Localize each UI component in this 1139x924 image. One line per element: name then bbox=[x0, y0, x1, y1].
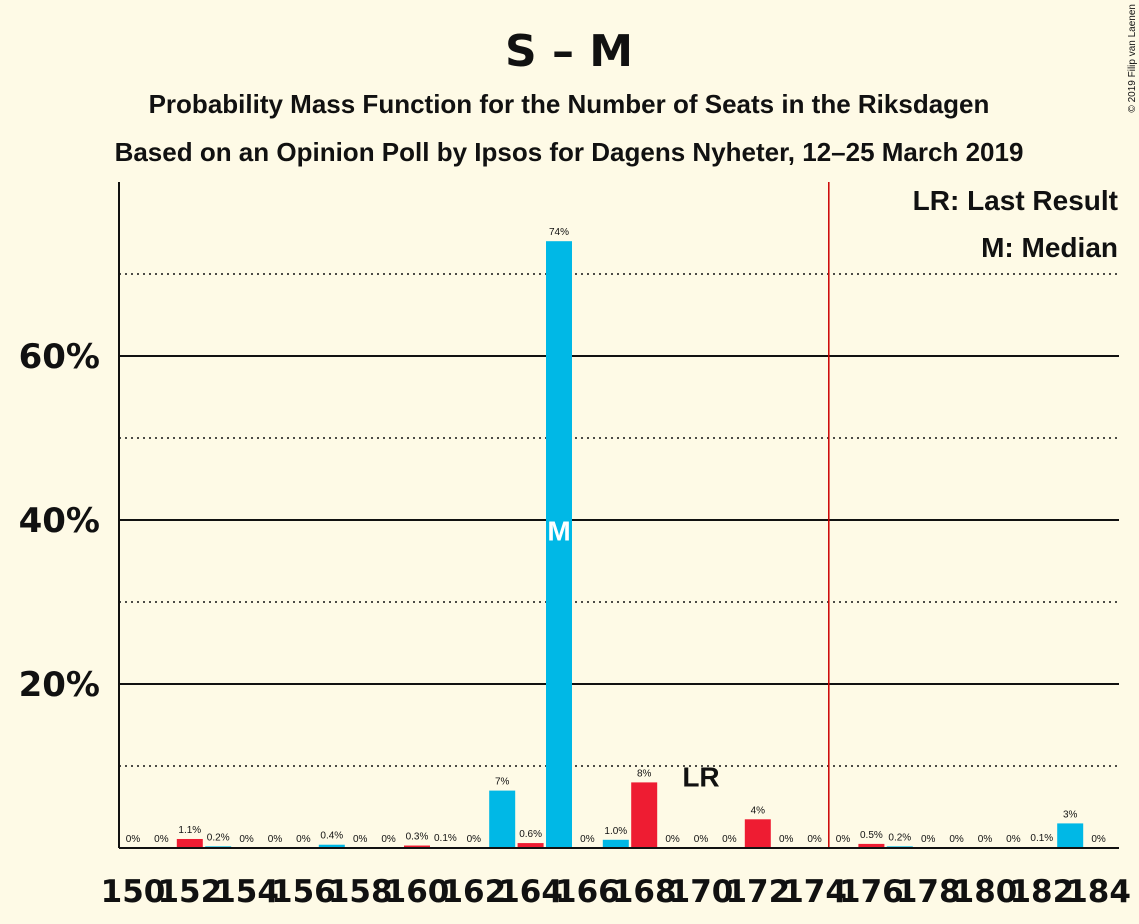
data-labels: 0% 0% 1.1% 0.2% 0% 0% 0% 0.4% 0% 0% 0.3% 0.1% 0% 7% 0.… bbox=[126, 227, 1106, 845]
x-tick-label: 172 bbox=[725, 874, 790, 910]
data-label-seat-178: 0% bbox=[921, 834, 936, 845]
x-tick-label: 166 bbox=[555, 874, 620, 910]
chart-subtitle-2: Based on an Opinion Poll by Ipsos for Da… bbox=[115, 137, 1024, 167]
x-tick-label: 170 bbox=[669, 874, 734, 910]
x-tick-label: 150 bbox=[101, 874, 166, 910]
bar-seat-165 bbox=[546, 241, 572, 848]
copyright-note: © 2019 Filip van Laenen bbox=[1127, 4, 1138, 113]
bar-seat-152 bbox=[176, 838, 203, 848]
chart-title: S – M bbox=[505, 26, 633, 77]
x-tick-label: 174 bbox=[782, 874, 847, 910]
y-tick-label: 20% bbox=[19, 665, 100, 705]
data-label-seat-151: 0% bbox=[154, 834, 169, 845]
data-label-seat-159: 0% bbox=[381, 834, 396, 845]
y-axis-ticks: 20% 40% 60% bbox=[19, 337, 100, 705]
data-label-seat-181: 0% bbox=[1006, 834, 1021, 845]
data-label-seat-158: 0% bbox=[353, 834, 368, 845]
data-label-seat-183: 3% bbox=[1063, 809, 1078, 820]
x-tick-label: 162 bbox=[441, 874, 506, 910]
data-label-seat-166: 0% bbox=[580, 834, 595, 845]
data-label-seat-155: 0% bbox=[268, 834, 283, 845]
data-label-seat-170: 0% bbox=[694, 834, 709, 845]
data-label-seat-162: 0% bbox=[467, 834, 482, 845]
chart-subtitle: Probability Mass Function for the Number… bbox=[149, 89, 990, 119]
bars bbox=[176, 241, 1084, 848]
data-label-seat-163: 7% bbox=[495, 777, 510, 788]
y-tick-label: 60% bbox=[19, 337, 100, 377]
x-tick-label: 154 bbox=[214, 874, 279, 910]
x-tick-label: 152 bbox=[157, 874, 222, 910]
data-label-seat-167: 1.0% bbox=[604, 826, 627, 837]
legend-last-result: LR: Last Result bbox=[913, 185, 1118, 216]
x-tick-label: 168 bbox=[612, 874, 677, 910]
bar-seat-183 bbox=[1057, 823, 1084, 848]
bar-seat-157 bbox=[318, 844, 345, 848]
data-label-seat-161: 0.1% bbox=[434, 833, 457, 844]
gridlines bbox=[119, 273, 1119, 767]
data-label-seat-179: 0% bbox=[949, 834, 964, 845]
data-label-seat-182: 0.1% bbox=[1030, 833, 1053, 844]
data-label-seat-164: 0.6% bbox=[519, 829, 542, 840]
legend-median: M: Median bbox=[981, 232, 1118, 263]
data-label-seat-177: 0.2% bbox=[888, 832, 911, 843]
bar-seat-163 bbox=[489, 790, 516, 848]
bar-seat-167 bbox=[602, 839, 629, 848]
last-result-marker: LR bbox=[682, 762, 719, 793]
data-label-seat-180: 0% bbox=[978, 834, 993, 845]
data-label-seat-175: 0% bbox=[836, 834, 851, 845]
bar-seat-176 bbox=[858, 843, 885, 848]
data-label-seat-156: 0% bbox=[296, 834, 311, 845]
x-tick-label: 160 bbox=[385, 874, 450, 910]
data-label-seat-172: 4% bbox=[751, 805, 766, 816]
x-tick-label: 164 bbox=[498, 874, 563, 910]
data-label-seat-171: 0% bbox=[722, 834, 737, 845]
y-tick-label: 40% bbox=[19, 501, 100, 541]
data-label-seat-184: 0% bbox=[1091, 834, 1106, 845]
data-label-seat-150: 0% bbox=[126, 834, 141, 845]
x-tick-label: 158 bbox=[328, 874, 393, 910]
x-tick-label: 156 bbox=[271, 874, 336, 910]
data-label-seat-168: 8% bbox=[637, 768, 652, 779]
x-tick-label: 180 bbox=[953, 874, 1018, 910]
data-label-seat-174: 0% bbox=[807, 834, 822, 845]
x-axis-ticks: 1501521541561581601621641661681701721741… bbox=[101, 874, 1131, 910]
data-label-seat-154: 0% bbox=[239, 834, 254, 845]
data-label-seat-157: 0.4% bbox=[320, 831, 343, 842]
data-label-seat-169: 0% bbox=[665, 834, 680, 845]
x-tick-label: 176 bbox=[839, 874, 904, 910]
bar-seat-160 bbox=[404, 845, 430, 848]
data-label-seat-153: 0.2% bbox=[207, 832, 230, 843]
x-tick-label: 178 bbox=[896, 874, 961, 910]
x-tick-label: 182 bbox=[1009, 874, 1074, 910]
median-marker: M bbox=[547, 516, 570, 547]
data-label-seat-165: 74% bbox=[549, 227, 569, 238]
data-label-seat-152: 1.1% bbox=[178, 825, 201, 836]
data-label-seat-176: 0.5% bbox=[860, 830, 883, 841]
data-label-seat-173: 0% bbox=[779, 834, 794, 845]
bar-seat-168 bbox=[631, 782, 658, 848]
bar-seat-172 bbox=[744, 819, 771, 848]
bar-seat-164 bbox=[517, 843, 544, 848]
x-tick-label: 184 bbox=[1066, 874, 1131, 910]
data-label-seat-160: 0.3% bbox=[406, 832, 429, 843]
